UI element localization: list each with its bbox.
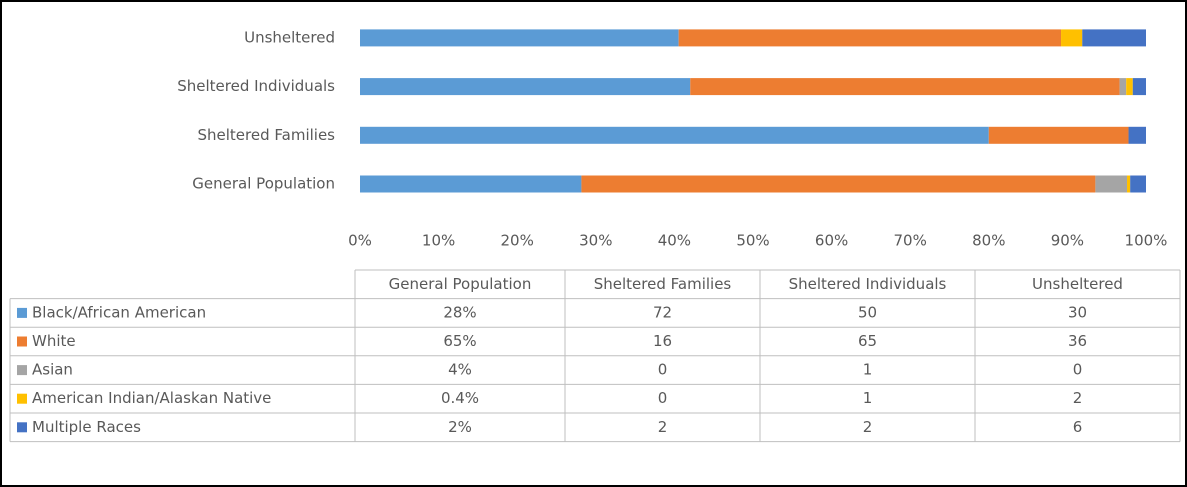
table-cell: 2% bbox=[448, 418, 472, 436]
bar-segment bbox=[690, 78, 1120, 96]
y-tick-label: Sheltered Individuals bbox=[177, 77, 335, 95]
x-tick-label: 80% bbox=[972, 232, 1005, 250]
x-tick-label: 50% bbox=[736, 232, 769, 250]
table-cell: 36 bbox=[1068, 332, 1087, 350]
bar-segment bbox=[1132, 78, 1146, 96]
bar-segment bbox=[1126, 78, 1133, 96]
x-tick-label: 100% bbox=[1125, 232, 1168, 250]
x-tick-label: 20% bbox=[501, 232, 534, 250]
y-tick-label: General Population bbox=[192, 175, 335, 193]
x-tick-label: 10% bbox=[422, 232, 455, 250]
bar-segment bbox=[988, 126, 1129, 144]
table-cell: 0 bbox=[658, 389, 668, 407]
bar-segment bbox=[360, 175, 582, 193]
table-header: General Population bbox=[389, 275, 532, 293]
table-cell: 28% bbox=[443, 303, 476, 321]
legend-swatch bbox=[17, 307, 27, 318]
bar-segment bbox=[1128, 126, 1146, 144]
y-tick-label: Sheltered Families bbox=[198, 126, 336, 144]
legend-label: White bbox=[32, 332, 76, 350]
table-cell: 16 bbox=[653, 332, 672, 350]
table-cell: 72 bbox=[653, 303, 672, 321]
bar-segment bbox=[360, 29, 679, 47]
table-header: Sheltered Families bbox=[594, 275, 732, 293]
table-cell: 4% bbox=[448, 361, 472, 379]
x-tick-label: 30% bbox=[579, 232, 612, 250]
table-cell: 2 bbox=[863, 418, 873, 436]
bar-segment bbox=[581, 175, 1096, 193]
bar-segment bbox=[1082, 29, 1146, 47]
legend-swatch bbox=[17, 393, 27, 404]
x-tick-label: 40% bbox=[658, 232, 691, 250]
table-cell: 0.4% bbox=[441, 389, 479, 407]
bar-segment bbox=[360, 126, 989, 144]
table-cell: 50 bbox=[858, 303, 877, 321]
table-header: Unsheltered bbox=[1032, 275, 1123, 293]
bar-segment bbox=[1119, 78, 1127, 96]
table-cell: 65 bbox=[858, 332, 877, 350]
table-cell: 30 bbox=[1068, 303, 1087, 321]
table-cell: 1 bbox=[863, 361, 873, 379]
legend-label: Black/African American bbox=[32, 303, 206, 321]
table-cell: 65% bbox=[443, 332, 476, 350]
bar-segment bbox=[1095, 175, 1128, 193]
x-tick-label: 70% bbox=[894, 232, 927, 250]
table-cell: 0 bbox=[1073, 361, 1083, 379]
bar-segment bbox=[678, 29, 1062, 47]
legend-swatch bbox=[17, 336, 27, 347]
x-tick-label: 90% bbox=[1051, 232, 1084, 250]
bar-segment bbox=[1127, 175, 1131, 193]
bar-segment bbox=[1061, 29, 1083, 47]
bar-segment bbox=[1130, 175, 1146, 193]
legend-label: Asian bbox=[32, 361, 73, 379]
table-header: Sheltered Individuals bbox=[789, 275, 947, 293]
table-cell: 6 bbox=[1073, 418, 1083, 436]
legend-swatch bbox=[17, 365, 27, 376]
legend-label: American Indian/Alaskan Native bbox=[32, 389, 271, 407]
table-cell: 2 bbox=[658, 418, 668, 436]
legend-label: Multiple Races bbox=[32, 418, 141, 436]
table-cell: 1 bbox=[863, 389, 873, 407]
y-tick-label: Unsheltered bbox=[244, 28, 335, 46]
table-cell: 2 bbox=[1073, 389, 1083, 407]
legend-swatch bbox=[17, 422, 27, 433]
x-tick-label: 60% bbox=[815, 232, 848, 250]
bar-segment bbox=[360, 78, 691, 96]
table-cell: 0 bbox=[658, 361, 668, 379]
x-tick-label: 0% bbox=[348, 232, 372, 250]
